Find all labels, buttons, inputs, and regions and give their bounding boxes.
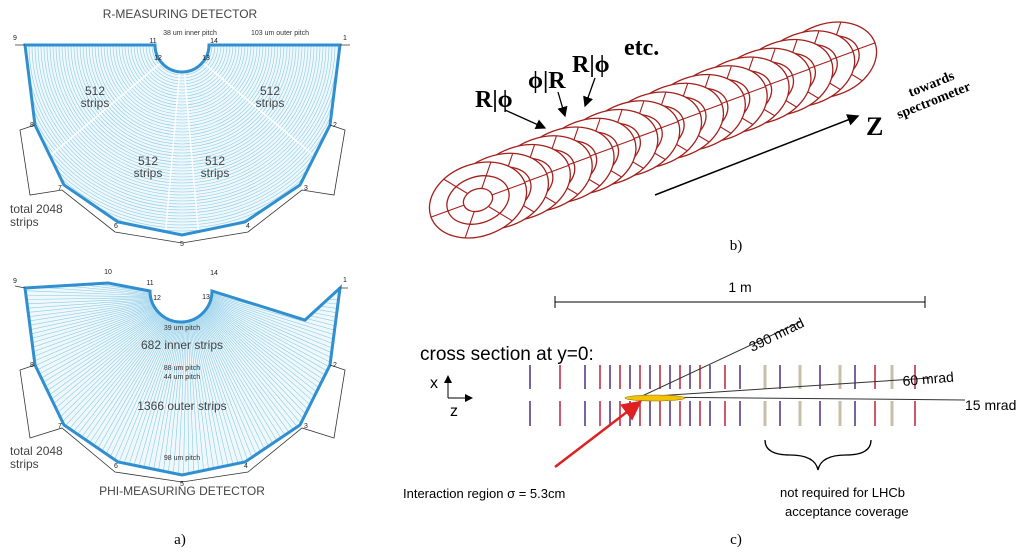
scale-label: 1 m [728,279,751,295]
strip-label: 682 inner strips [141,338,223,352]
corner-number: 12 [153,295,161,302]
corner-number: 5 [180,241,184,248]
figure: R-MEASURING DETECTOR 38 um inner pitch 1… [0,0,1021,552]
total-label: total 2048 [10,444,63,458]
angle-line [640,378,930,397]
interaction-region [625,395,685,401]
pitch-label: 39 um pitch [164,325,200,332]
r-strips [0,0,380,264]
corner-number: 4 [244,463,248,470]
corner-number: 1 [343,277,347,284]
corner-number: 13 [202,294,210,301]
label-arrow [558,92,565,116]
note: acceptance coverage [785,504,909,519]
sector-label: strips [134,166,163,180]
total-label: strips [10,457,39,471]
angle-line [640,397,965,400]
sector-label: strips [81,96,110,110]
corner-number: 8 [30,362,34,369]
axis-label: x [430,375,438,392]
sensor-label: ϕ|R [528,68,566,94]
interaction-arrow [555,402,640,467]
corner-number: 4 [246,223,250,230]
panel-label: b) [730,238,743,254]
sensor-label: etc. [624,35,659,61]
axes [448,376,472,398]
corner-number: 1 [343,35,347,42]
sector-label: strips [201,166,230,180]
r-inner-pitch: 38 um inner pitch [163,30,217,37]
corner-number: 7 [58,185,62,192]
angle-label: 15 mrad [965,397,1016,413]
corner-number: 11 [149,38,156,45]
corner-number: 2 [333,122,337,129]
axis-label: z [450,403,458,420]
interaction-label: Interaction region σ = 5.3cm [403,486,565,501]
label-arrow [585,78,595,106]
corner-number: 6 [114,223,118,230]
corner-number: 13 [202,55,210,62]
brace [765,440,871,470]
angle-label: 390 mrad [746,314,806,354]
corner-number: 6 [114,463,118,470]
corner-number: 12 [154,55,162,62]
corner-number: 3 [304,423,308,430]
corner-number: 2 [333,362,337,369]
corner-number: 8 [30,122,34,129]
angle-label: 60 mrad [902,369,955,389]
corner-number: 14 [210,38,218,45]
sensor-label: R|ϕ [475,87,513,113]
r-title: R-MEASURING DETECTOR [103,7,258,21]
sensor-label: R|ϕ [572,52,610,78]
note: not required for LHCb [780,485,905,500]
strip-label: 1366 outer strips [137,399,226,413]
phi-strips [0,236,441,552]
corner-number: 7 [58,423,62,430]
corner-number: 9 [13,35,17,42]
corner-number: 3 [304,185,308,192]
corner-number: 14 [210,270,218,277]
total-label: total 2048 [10,202,63,216]
corner-number: 5 [180,481,184,488]
sector-label: strips [256,96,285,110]
total-label: strips [10,215,39,229]
panel-label: c) [730,532,742,548]
label-arrow [505,110,545,128]
stations [530,365,915,426]
corner-number: 11 [146,280,153,287]
scale-bar [555,296,925,308]
pitch-label: 88 um pitch [164,365,200,372]
cross-section-title: cross section at y=0: [420,344,594,365]
strip [0,236,152,290]
corner-number: 9 [13,278,17,285]
z-label: Z [866,112,883,141]
pitch-label: 98 um pitch [164,455,200,462]
pitch-label: 44 um pitch [164,374,200,381]
r-outer-pitch: 103 um outer pitch [251,30,309,37]
corner-number: 10 [104,269,112,276]
panel-label: a) [174,532,186,548]
